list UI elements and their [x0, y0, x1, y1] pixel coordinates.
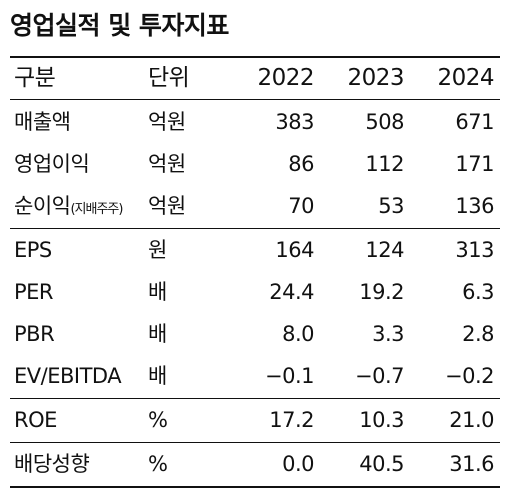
row-unit: 억원: [148, 194, 186, 218]
table-row: PER 배 24.4 19.2 6.3: [10, 271, 500, 313]
row-label: 매출액: [14, 110, 71, 134]
row-value-2022: 70: [288, 194, 314, 218]
row-value-2024: 6.3: [462, 280, 494, 304]
table-row: 매출액 억원 383 508 671: [10, 101, 500, 143]
row-label: EV/EBITDA: [14, 364, 122, 388]
row-unit: 억원: [148, 152, 186, 176]
row-value-2024: 671: [455, 110, 494, 134]
row-unit: %: [148, 408, 168, 432]
row-label: PER: [14, 280, 54, 304]
row-value-2022: 0.0: [282, 452, 314, 476]
row-value-2024: 136: [455, 194, 494, 218]
row-value-2022: 24.4: [269, 280, 314, 304]
row-value-2024: 171: [455, 152, 494, 176]
row-value-2023: 508: [365, 110, 404, 134]
row-label: ROE: [14, 408, 57, 432]
row-value-2024: 31.6: [449, 452, 494, 476]
row-value-2023: 19.2: [359, 280, 404, 304]
table-header-row: 구분 단위 2022 2023 2024: [10, 57, 500, 99]
section-rule: [10, 398, 500, 399]
row-value-2024: 313: [455, 238, 494, 262]
row-value-2023: −0.7: [355, 364, 405, 388]
header-unit: 단위: [148, 65, 190, 91]
row-value-2023: 10.3: [359, 408, 404, 432]
row-unit: 배: [148, 364, 167, 388]
header-year-2023: 2023: [347, 65, 404, 91]
row-unit: %: [148, 452, 168, 476]
row-value-2023: 53: [378, 194, 404, 218]
section-rule: [10, 442, 500, 443]
header-year-2024: 2024: [437, 65, 494, 91]
row-label: PBR: [14, 322, 55, 346]
row-value-2022: 383: [275, 110, 314, 134]
row-value-2024: 2.8: [462, 322, 494, 346]
row-value-2023: 124: [365, 238, 404, 262]
row-value-2024: −0.2: [445, 364, 495, 388]
header-year-2022: 2022: [257, 65, 314, 91]
row-label: EPS: [14, 238, 52, 262]
section-rule: [10, 228, 500, 229]
row-value-2023: 40.5: [359, 452, 404, 476]
row-unit: 억원: [148, 110, 186, 134]
table-row: EV/EBITDA 배 −0.1 −0.7 −0.2: [10, 355, 500, 397]
row-unit: 원: [148, 238, 167, 262]
header-rule: [10, 99, 500, 100]
table-row: ROE % 17.2 10.3 21.0: [10, 399, 500, 441]
table-row: PBR 배 8.0 3.3 2.8: [10, 313, 500, 355]
table-top-rule: [10, 56, 500, 58]
table-row: 순이익(지배주주) 억원 70 53 136: [10, 185, 500, 227]
page-title: 영업실적 및 투자지표: [10, 11, 229, 40]
row-label-main: 순이익: [14, 194, 71, 218]
row-value-2022: 164: [275, 238, 314, 262]
header-category: 구분: [14, 65, 56, 91]
row-label-suffix: (지배주주): [70, 202, 123, 217]
row-value-2022: 8.0: [282, 322, 314, 346]
table-row: 배당성향 % 0.0 40.5 31.6: [10, 443, 500, 485]
row-value-2022: 17.2: [269, 408, 314, 432]
row-label: 배당성향: [14, 452, 90, 476]
row-unit: 배: [148, 280, 167, 304]
table-row: EPS 원 164 124 313: [10, 229, 500, 271]
row-label: 영업이익: [14, 152, 90, 176]
row-unit: 배: [148, 322, 167, 346]
row-value-2023: 112: [365, 152, 404, 176]
table-row: 영업이익 억원 86 112 171: [10, 143, 500, 185]
row-value-2022: 86: [288, 152, 314, 176]
row-value-2024: 21.0: [449, 408, 494, 432]
row-value-2023: 3.3: [372, 322, 404, 346]
row-value-2022: −0.1: [265, 364, 315, 388]
row-label: 순이익(지배주주): [14, 185, 123, 227]
